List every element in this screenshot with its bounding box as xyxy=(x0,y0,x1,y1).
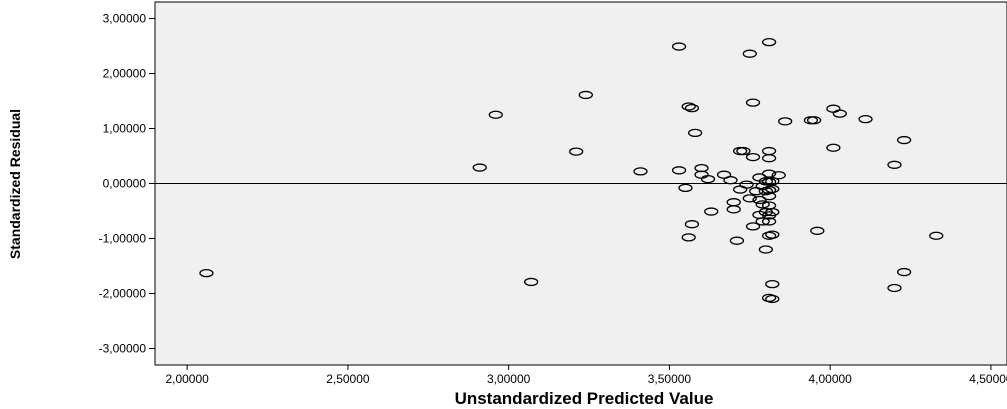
x-tick-label: 3,00000 xyxy=(487,372,531,386)
data-point xyxy=(578,90,593,100)
data-point xyxy=(726,205,741,214)
data-point xyxy=(723,176,738,185)
data-point xyxy=(742,194,757,203)
y-tick-label: 0,00000 xyxy=(103,177,147,191)
x-tick-label: 2,50000 xyxy=(326,372,370,386)
data-point xyxy=(739,180,754,189)
data-point xyxy=(745,152,761,162)
data-point xyxy=(752,195,767,205)
data-point xyxy=(716,170,732,179)
data-point xyxy=(745,222,761,231)
data-point xyxy=(806,116,822,125)
y-tick-label: -1,00000 xyxy=(99,232,147,246)
data-point xyxy=(681,233,696,242)
data-point xyxy=(896,267,912,277)
data-point xyxy=(524,277,539,287)
y-tick-label: 2,00000 xyxy=(103,67,147,81)
data-point xyxy=(678,183,693,193)
y-axis: 3,00000 2,00000 1,00000 0,00000 -1,00000 -2,0… xyxy=(99,12,155,356)
data-point xyxy=(771,171,786,180)
data-point xyxy=(569,147,584,156)
data-point xyxy=(761,169,777,178)
data-point xyxy=(199,268,214,278)
data-point xyxy=(765,177,780,186)
data-point xyxy=(858,115,873,124)
y-axis-title: Standardized Residual xyxy=(7,109,23,259)
data-point xyxy=(745,98,761,107)
data-point xyxy=(472,163,487,172)
data-point xyxy=(765,207,780,217)
data-point xyxy=(761,38,777,47)
data-point xyxy=(700,174,716,184)
x-tick-label: 2,00000 xyxy=(165,372,209,386)
data-point xyxy=(887,283,902,293)
data-point xyxy=(633,167,648,176)
data-point xyxy=(704,207,719,216)
data-point xyxy=(488,110,503,119)
x-axis: 2,00000 2,50000 3,00000 3,50000 4,00000 4,500… xyxy=(165,365,1007,386)
data-point xyxy=(671,166,687,175)
data-point xyxy=(832,109,847,118)
data-point xyxy=(765,230,780,239)
data-point xyxy=(778,117,793,126)
data-point xyxy=(810,226,825,235)
x-tick-label: 4,00000 xyxy=(808,372,852,386)
data-point xyxy=(896,135,912,145)
data-point xyxy=(687,128,703,138)
data-point xyxy=(887,160,902,169)
data-point xyxy=(681,102,696,111)
data-point xyxy=(761,217,777,226)
data-point xyxy=(826,143,841,152)
data-point xyxy=(671,42,687,51)
data-point xyxy=(684,220,700,229)
data-points xyxy=(199,38,944,304)
x-axis-title: Unstandardized Predicted Value xyxy=(455,389,714,408)
data-point xyxy=(742,49,757,58)
data-point xyxy=(761,154,777,163)
data-point xyxy=(765,279,780,289)
data-point xyxy=(684,104,700,113)
data-point xyxy=(755,217,770,226)
data-point xyxy=(929,231,944,240)
data-point xyxy=(765,184,780,194)
data-point xyxy=(758,245,774,254)
y-tick-label: -2,00000 xyxy=(99,287,147,301)
y-tick-label: 3,00000 xyxy=(103,12,147,26)
data-point xyxy=(765,294,780,304)
data-point xyxy=(729,236,745,245)
x-tick-label: 3,50000 xyxy=(648,372,692,386)
y-tick-label: -3,00000 xyxy=(99,342,147,356)
y-tick-label: 1,00000 xyxy=(103,122,147,136)
data-point xyxy=(755,200,770,209)
data-point xyxy=(736,146,751,156)
x-tick-label: 4,50000 xyxy=(969,372,1007,386)
